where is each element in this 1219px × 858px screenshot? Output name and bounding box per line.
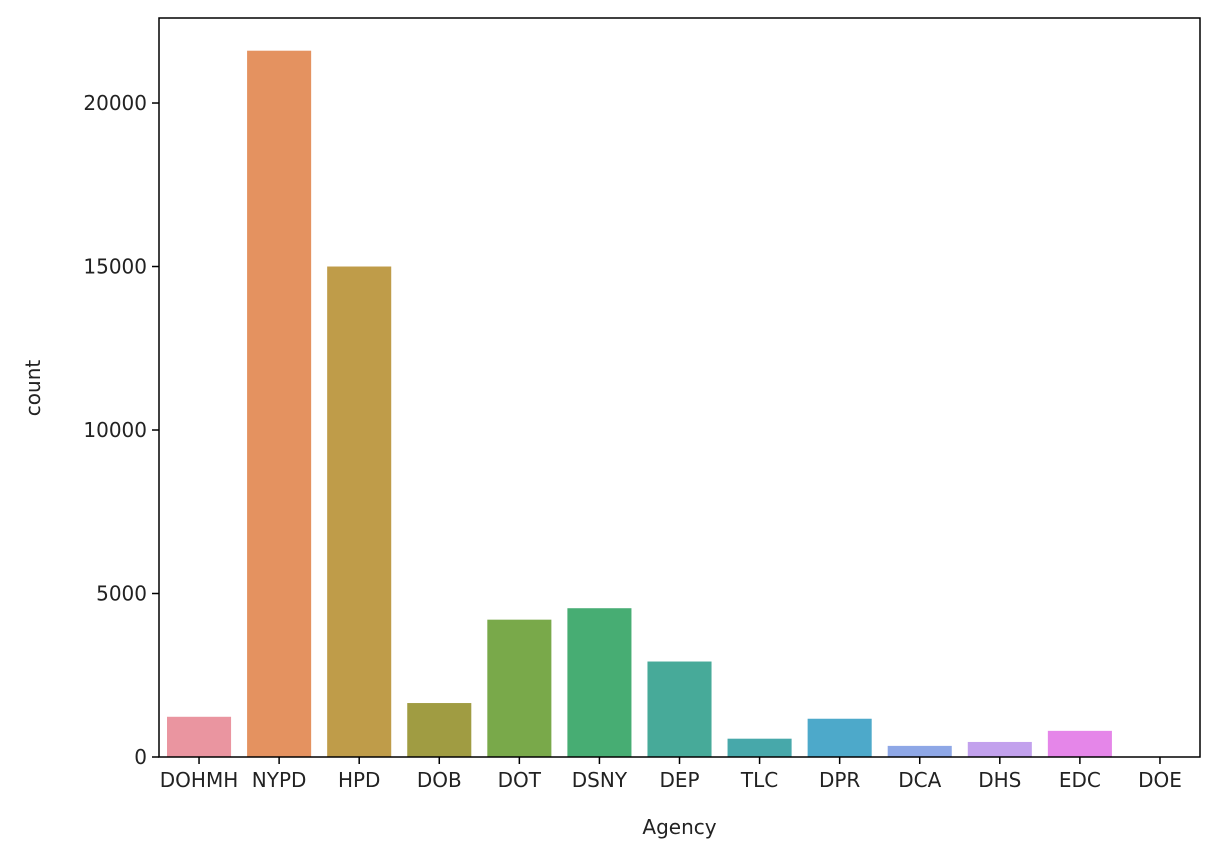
- x-tick-label: HPD: [338, 768, 381, 792]
- y-tick-label: 10000: [83, 418, 147, 442]
- bar-hpd: [327, 266, 392, 757]
- x-tick-label: NYPD: [252, 768, 307, 792]
- bar-dhs: [967, 741, 1032, 757]
- x-tick-label: TLC: [740, 768, 778, 792]
- x-tick-label: DEP: [659, 768, 699, 792]
- bars-group: [167, 50, 1192, 758]
- y-axis-label: count: [21, 360, 45, 417]
- plot-frame: [158, 17, 1201, 758]
- x-tick-label: DCA: [898, 768, 941, 792]
- bar-dohmh: [167, 716, 232, 757]
- y-tick-label: 0: [134, 745, 147, 769]
- x-tick-label: DSNY: [572, 768, 628, 792]
- x-tick-label: DOT: [498, 768, 542, 792]
- x-tick-label: DHS: [978, 768, 1021, 792]
- y-tick-label: 20000: [83, 91, 147, 115]
- x-tick-label: EDC: [1059, 768, 1101, 792]
- bar-dep: [647, 661, 712, 757]
- bar-dsny: [567, 608, 632, 757]
- x-tick-label: DOE: [1138, 768, 1182, 792]
- x-axis-ticks: DOHMH NYPD HPD DOB DOT DSNY DEP TLC DPR DCA DHS EDC…: [160, 757, 1182, 792]
- bar-dca: [887, 745, 952, 757]
- bar-tlc: [727, 738, 792, 757]
- x-tick-label: DOB: [417, 768, 462, 792]
- y-tick-label: 15000: [83, 255, 147, 279]
- bar-dob: [407, 703, 472, 757]
- y-axis-ticks: 0 5000 10000 15000 20000: [83, 91, 159, 769]
- bar-dpr: [807, 718, 872, 757]
- y-tick-label: 5000: [96, 582, 147, 606]
- x-tick-label: DPR: [819, 768, 860, 792]
- bar-nypd: [247, 50, 312, 758]
- bar-dot: [487, 619, 552, 757]
- x-axis-label: Agency: [642, 815, 716, 839]
- x-tick-label: DOHMH: [160, 768, 238, 792]
- bar-edc: [1047, 730, 1112, 757]
